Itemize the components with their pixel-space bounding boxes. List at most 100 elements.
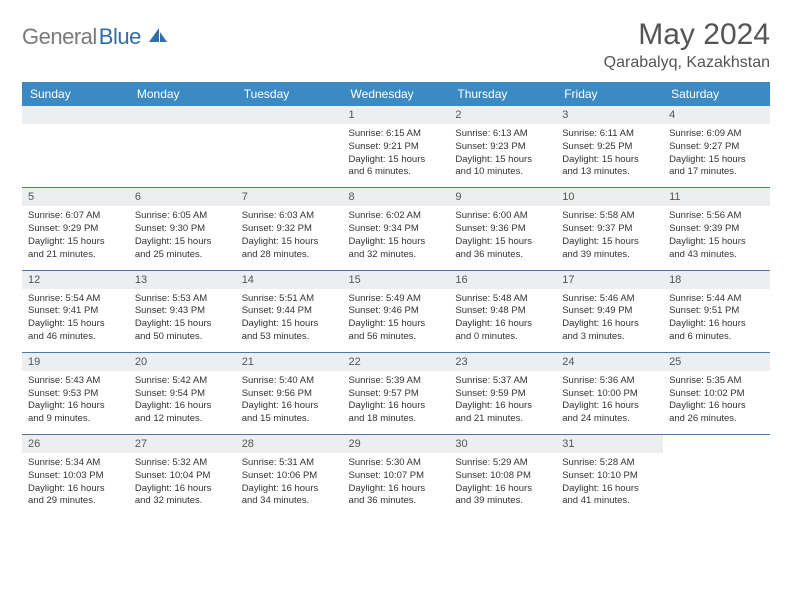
calendar-day-cell: 12Sunrise: 5:54 AMSunset: 9:41 PMDayligh… — [22, 270, 129, 352]
calendar-day-cell: 31Sunrise: 5:28 AMSunset: 10:10 PMDaylig… — [556, 435, 663, 517]
day-details: Sunrise: 6:00 AMSunset: 9:36 PMDaylight:… — [449, 206, 556, 269]
day-number: 4 — [663, 106, 770, 124]
calendar-day-cell: 7Sunrise: 6:03 AMSunset: 9:32 PMDaylight… — [236, 188, 343, 270]
title-block: May 2024 Qarabalyq, Kazakhstan — [604, 18, 770, 72]
brand-part1: General — [22, 24, 97, 50]
day-details: Sunrise: 5:53 AMSunset: 9:43 PMDaylight:… — [129, 289, 236, 352]
day-details: Sunrise: 6:05 AMSunset: 9:30 PMDaylight:… — [129, 206, 236, 269]
weekday-header: Monday — [129, 82, 236, 106]
weekday-header: Wednesday — [343, 82, 450, 106]
calendar-day-cell: 18Sunrise: 5:44 AMSunset: 9:51 PMDayligh… — [663, 270, 770, 352]
location-label: Qarabalyq, Kazakhstan — [604, 54, 770, 72]
day-number: 29 — [343, 435, 450, 453]
calendar-day-cell: 17Sunrise: 5:46 AMSunset: 9:49 PMDayligh… — [556, 270, 663, 352]
day-details: Sunrise: 5:48 AMSunset: 9:48 PMDaylight:… — [449, 289, 556, 352]
day-number: 17 — [556, 271, 663, 289]
day-number: 16 — [449, 271, 556, 289]
day-number: 1 — [343, 106, 450, 124]
day-details: Sunrise: 6:09 AMSunset: 9:27 PMDaylight:… — [663, 124, 770, 187]
day-number: 30 — [449, 435, 556, 453]
day-number: 7 — [236, 188, 343, 206]
calendar-day-cell: 23Sunrise: 5:37 AMSunset: 9:59 PMDayligh… — [449, 352, 556, 434]
empty-day-body — [236, 124, 343, 178]
day-details: Sunrise: 5:29 AMSunset: 10:08 PMDaylight… — [449, 453, 556, 516]
month-title: May 2024 — [604, 18, 770, 52]
calendar-day-cell: 3Sunrise: 6:11 AMSunset: 9:25 PMDaylight… — [556, 106, 663, 188]
calendar-day-cell: 8Sunrise: 6:02 AMSunset: 9:34 PMDaylight… — [343, 188, 450, 270]
calendar-day-cell: 14Sunrise: 5:51 AMSunset: 9:44 PMDayligh… — [236, 270, 343, 352]
day-details: Sunrise: 5:43 AMSunset: 9:53 PMDaylight:… — [22, 371, 129, 434]
day-details: Sunrise: 5:31 AMSunset: 10:06 PMDaylight… — [236, 453, 343, 516]
day-details: Sunrise: 5:32 AMSunset: 10:04 PMDaylight… — [129, 453, 236, 516]
day-number: 22 — [343, 353, 450, 371]
calendar-day-cell: 24Sunrise: 5:36 AMSunset: 10:00 PMDaylig… — [556, 352, 663, 434]
day-details: Sunrise: 5:36 AMSunset: 10:00 PMDaylight… — [556, 371, 663, 434]
calendar-day-cell: 10Sunrise: 5:58 AMSunset: 9:37 PMDayligh… — [556, 188, 663, 270]
day-number: 14 — [236, 271, 343, 289]
calendar-week-row: 5Sunrise: 6:07 AMSunset: 9:29 PMDaylight… — [22, 188, 770, 270]
day-number: 15 — [343, 271, 450, 289]
page-header: General Blue May 2024 Qarabalyq, Kazakhs… — [22, 18, 770, 72]
calendar-day-cell: 30Sunrise: 5:29 AMSunset: 10:08 PMDaylig… — [449, 435, 556, 517]
calendar-day-cell: 20Sunrise: 5:42 AMSunset: 9:54 PMDayligh… — [129, 352, 236, 434]
day-number: 9 — [449, 188, 556, 206]
day-details: Sunrise: 5:28 AMSunset: 10:10 PMDaylight… — [556, 453, 663, 516]
day-number: 6 — [129, 188, 236, 206]
day-details: Sunrise: 5:46 AMSunset: 9:49 PMDaylight:… — [556, 289, 663, 352]
day-number: 2 — [449, 106, 556, 124]
day-details: Sunrise: 6:02 AMSunset: 9:34 PMDaylight:… — [343, 206, 450, 269]
weekday-header: Thursday — [449, 82, 556, 106]
day-number: 12 — [22, 271, 129, 289]
day-details: Sunrise: 5:58 AMSunset: 9:37 PMDaylight:… — [556, 206, 663, 269]
day-details: Sunrise: 5:40 AMSunset: 9:56 PMDaylight:… — [236, 371, 343, 434]
calendar-day-cell: 2Sunrise: 6:13 AMSunset: 9:23 PMDaylight… — [449, 106, 556, 188]
day-number: 21 — [236, 353, 343, 371]
day-details: Sunrise: 5:30 AMSunset: 10:07 PMDaylight… — [343, 453, 450, 516]
day-details: Sunrise: 5:44 AMSunset: 9:51 PMDaylight:… — [663, 289, 770, 352]
calendar-day-cell: 6Sunrise: 6:05 AMSunset: 9:30 PMDaylight… — [129, 188, 236, 270]
calendar-day-cell: 1Sunrise: 6:15 AMSunset: 9:21 PMDaylight… — [343, 106, 450, 188]
brand-part2: Blue — [99, 24, 141, 50]
day-number: 27 — [129, 435, 236, 453]
weekday-header: Friday — [556, 82, 663, 106]
day-details: Sunrise: 5:42 AMSunset: 9:54 PMDaylight:… — [129, 371, 236, 434]
day-details: Sunrise: 5:54 AMSunset: 9:41 PMDaylight:… — [22, 289, 129, 352]
calendar-day-cell: 29Sunrise: 5:30 AMSunset: 10:07 PMDaylig… — [343, 435, 450, 517]
calendar-table: Sunday Monday Tuesday Wednesday Thursday… — [22, 82, 770, 516]
day-details: Sunrise: 5:51 AMSunset: 9:44 PMDaylight:… — [236, 289, 343, 352]
day-details: Sunrise: 6:07 AMSunset: 9:29 PMDaylight:… — [22, 206, 129, 269]
day-number: 24 — [556, 353, 663, 371]
empty-day-body — [129, 124, 236, 178]
weekday-header: Sunday — [22, 82, 129, 106]
weekday-header-row: Sunday Monday Tuesday Wednesday Thursday… — [22, 82, 770, 106]
day-number: 13 — [129, 271, 236, 289]
day-number: 3 — [556, 106, 663, 124]
day-details: Sunrise: 6:13 AMSunset: 9:23 PMDaylight:… — [449, 124, 556, 187]
calendar-week-row: 12Sunrise: 5:54 AMSunset: 9:41 PMDayligh… — [22, 270, 770, 352]
weekday-header: Tuesday — [236, 82, 343, 106]
calendar-day-cell: 26Sunrise: 5:34 AMSunset: 10:03 PMDaylig… — [22, 435, 129, 517]
empty-day-header — [129, 106, 236, 124]
calendar-day-cell: 5Sunrise: 6:07 AMSunset: 9:29 PMDaylight… — [22, 188, 129, 270]
calendar-day-cell: 22Sunrise: 5:39 AMSunset: 9:57 PMDayligh… — [343, 352, 450, 434]
day-details: Sunrise: 5:35 AMSunset: 10:02 PMDaylight… — [663, 371, 770, 434]
calendar-day-cell: 11Sunrise: 5:56 AMSunset: 9:39 PMDayligh… — [663, 188, 770, 270]
day-number: 28 — [236, 435, 343, 453]
day-details: Sunrise: 5:39 AMSunset: 9:57 PMDaylight:… — [343, 371, 450, 434]
calendar-day-cell: 28Sunrise: 5:31 AMSunset: 10:06 PMDaylig… — [236, 435, 343, 517]
day-number: 19 — [22, 353, 129, 371]
calendar-week-row: 1Sunrise: 6:15 AMSunset: 9:21 PMDaylight… — [22, 106, 770, 188]
calendar-day-cell: 19Sunrise: 5:43 AMSunset: 9:53 PMDayligh… — [22, 352, 129, 434]
calendar-week-row: 26Sunrise: 5:34 AMSunset: 10:03 PMDaylig… — [22, 435, 770, 517]
calendar-day-cell — [663, 435, 770, 517]
calendar-day-cell: 25Sunrise: 5:35 AMSunset: 10:02 PMDaylig… — [663, 352, 770, 434]
calendar-day-cell: 13Sunrise: 5:53 AMSunset: 9:43 PMDayligh… — [129, 270, 236, 352]
calendar-day-cell — [236, 106, 343, 188]
day-details: Sunrise: 6:03 AMSunset: 9:32 PMDaylight:… — [236, 206, 343, 269]
calendar-day-cell: 21Sunrise: 5:40 AMSunset: 9:56 PMDayligh… — [236, 352, 343, 434]
empty-day-body — [22, 124, 129, 178]
calendar-day-cell: 15Sunrise: 5:49 AMSunset: 9:46 PMDayligh… — [343, 270, 450, 352]
day-number: 8 — [343, 188, 450, 206]
day-number: 26 — [22, 435, 129, 453]
day-details: Sunrise: 5:49 AMSunset: 9:46 PMDaylight:… — [343, 289, 450, 352]
